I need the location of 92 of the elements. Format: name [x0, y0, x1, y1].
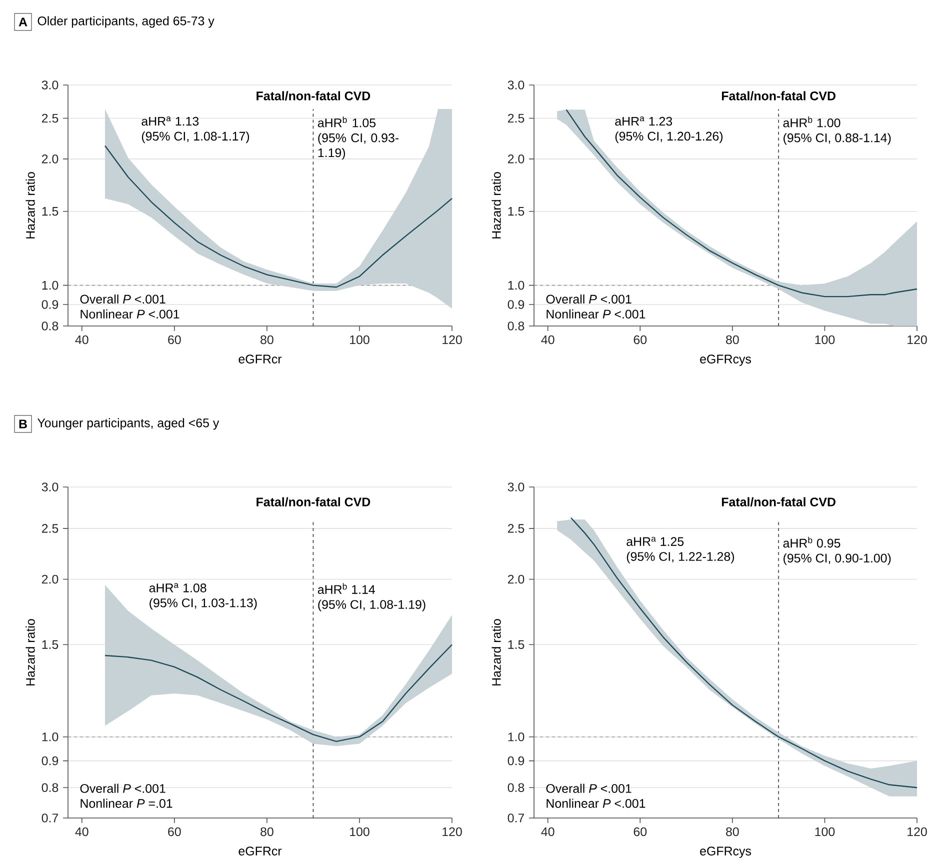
x-tick-label: 40 [75, 335, 88, 344]
x-axis-title: eGFRcr [238, 354, 282, 364]
x-tick-label: 100 [350, 827, 370, 836]
annotation: Nonlinear P <.001 [80, 309, 180, 319]
x-tick-label: 60 [168, 335, 181, 344]
text: B [19, 420, 27, 428]
x-tick-label: 40 [75, 827, 88, 836]
y-tick-label: 1.5 [42, 207, 58, 216]
x-tick-label: 120 [908, 827, 927, 836]
annotation: aHR$^{a}$ 1.13 [142, 116, 199, 126]
annotation: (95% CI, 1.20-1.26) [615, 131, 723, 144]
y-tick-label: 3.0 [508, 482, 524, 492]
annotation: Nonlinear P <.001 [546, 798, 646, 808]
y-tick-label: 0.7 [42, 814, 58, 822]
chart-title: Older participants, aged 65-73 y [38, 16, 214, 28]
y-tick-label: 1.0 [508, 280, 524, 290]
annotation: (95% CI, 1.08-1.17) [142, 131, 250, 144]
y-tick-label: 0.9 [508, 300, 524, 309]
annotation: aHR$^{a}$ 1.08 [149, 583, 206, 592]
x-tick-label: 60 [634, 335, 647, 344]
y-tick-label: 0.8 [42, 322, 58, 330]
annotation: Nonlinear P <.001 [546, 309, 646, 319]
y-axis-title: Hazard ratio [492, 619, 501, 686]
y-tick-label: 1.0 [42, 280, 58, 290]
y-tick-label: 3.0 [42, 80, 58, 90]
y-tick-label: 0.9 [508, 756, 524, 766]
annotation: (95% CI, 0.93-1.19) [318, 133, 399, 160]
x-tick-label: 80 [726, 827, 739, 836]
annotation: aHR$^{b}$ 1.00 [783, 116, 840, 128]
y-tick-label: 2.5 [42, 524, 58, 533]
y-tick-label: 3.0 [508, 80, 524, 90]
x-tick-label: 60 [168, 827, 181, 836]
x-tick-label: 100 [815, 827, 835, 836]
chart-title: Younger participants, aged <65 y [37, 418, 220, 430]
annotation: (95% CI, 0.90-1.00) [784, 553, 891, 566]
x-tick-label: 120 [442, 827, 462, 836]
annotation: aHR$^{b}$ 1.14 [318, 583, 375, 594]
y-tick-label: 2.5 [508, 524, 524, 533]
x-axis-title: eGFRcr [238, 846, 282, 856]
y-tick-label: 1.5 [508, 640, 524, 649]
x-tick-label: 100 [815, 335, 835, 344]
y-tick-label: 3.0 [42, 482, 58, 492]
y-tick-label: 0.9 [42, 300, 58, 309]
x-tick-label: 80 [726, 335, 739, 344]
y-tick-label: 2.0 [508, 574, 524, 584]
y-axis-title: Hazard ratio [492, 172, 501, 238]
x-tick-label: 100 [350, 335, 370, 344]
annotation: Overall P <.001 [546, 294, 632, 304]
x-tick-label: 80 [260, 827, 274, 836]
line-series [104, 644, 453, 742]
y-axis-title: Hazard ratio [26, 172, 35, 238]
annotation: (95% CI, 1.03-1.13) [150, 598, 257, 610]
chart-subtitle: Fatal/non-fatal CVD [256, 91, 370, 100]
y-tick-label: 0.8 [42, 783, 58, 792]
annotation: aHR$^{a}$ 1.25 [626, 536, 684, 546]
x-tick-label: 120 [442, 335, 462, 344]
annotation: Nonlinear P =.01 [80, 798, 172, 808]
y-tick-label: 1.5 [42, 640, 58, 649]
annotation: Overall P <.001 [546, 784, 632, 793]
annotation: (95% CI, 0.88-1.14) [784, 133, 891, 145]
x-tick-label: 40 [541, 335, 554, 344]
x-tick-label: 60 [634, 827, 647, 836]
x-tick-label: 120 [908, 335, 927, 344]
y-tick-label: 0.8 [508, 783, 524, 792]
annotation: Overall P <.001 [80, 294, 166, 304]
text: A [18, 18, 28, 26]
y-tick-label: 2.0 [508, 154, 524, 164]
y-tick-label: 2.5 [508, 114, 524, 123]
text: Fatal/non-fatal CVD [256, 497, 370, 507]
x-tick-label: 40 [541, 827, 554, 836]
line-series [104, 145, 453, 288]
y-tick-label: 2.0 [42, 154, 58, 164]
annotation: aHR$^{a}$ 1.23 [615, 116, 672, 126]
x-axis-title: eGFRcys [700, 354, 752, 366]
y-tick-label: 0.9 [42, 756, 58, 766]
annotation: (95% CI, 1.08-1.19) [318, 600, 426, 612]
y-tick-label: 1.0 [42, 732, 58, 742]
x-tick-label: 80 [260, 335, 274, 344]
annotation: aHR$^{b}$ 0.95 [783, 536, 840, 548]
text: Fatal/non-fatal CVD [722, 497, 836, 507]
y-tick-label: 2.5 [42, 114, 58, 123]
y-tick-label: 0.8 [508, 322, 524, 330]
annotation: Overall P <.001 [80, 784, 166, 793]
annotation: aHR$^{b}$ 1.05 [318, 116, 376, 128]
y-tick-label: 1.0 [508, 732, 524, 742]
y-tick-label: 0.7 [508, 814, 524, 822]
y-axis-title: Hazard ratio [26, 619, 35, 686]
chart-subtitle: Fatal/non-fatal CVD [722, 91, 836, 100]
annotation: (95% CI, 1.22-1.28) [626, 552, 734, 564]
y-tick-label: 2.0 [42, 574, 58, 584]
x-axis-title: eGFRcys [700, 846, 752, 858]
y-tick-label: 1.5 [508, 207, 524, 216]
